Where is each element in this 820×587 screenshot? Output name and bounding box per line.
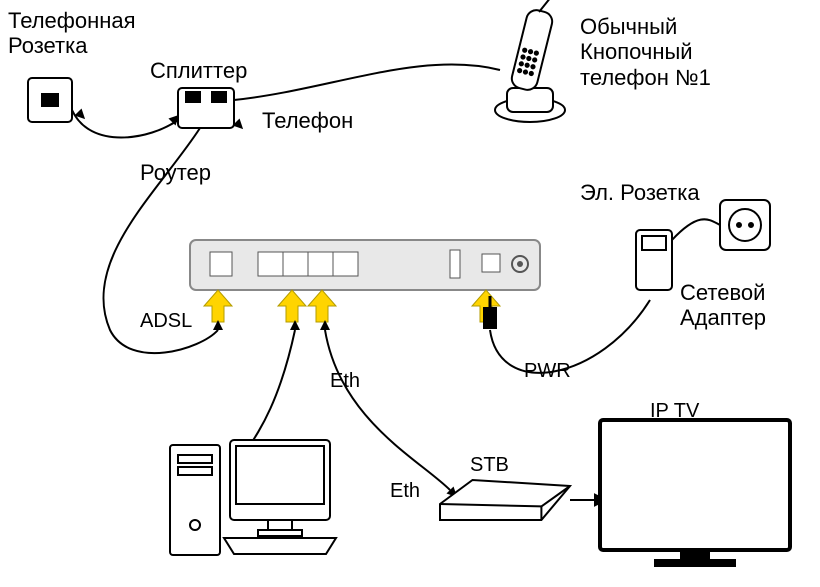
label-iptv: IP TV: [650, 400, 699, 423]
router-port-usb: [450, 250, 460, 278]
label-eth2: Eth: [390, 480, 420, 503]
cable-splitter_to_phone: [234, 64, 500, 100]
label-splitter: Сплиттер: [150, 58, 247, 83]
label-eth1: Eth: [330, 370, 360, 393]
router-device: [190, 240, 540, 290]
label-el_socket: Эл. Розетка: [580, 180, 700, 205]
power-plug: [484, 308, 496, 328]
arrow-into-router-1: [278, 290, 306, 322]
cable-router_eth_to_pc: [248, 330, 295, 448]
label-std_phone: Обычный Кнопочный телефон №1: [580, 14, 711, 90]
connector-arrow-0: [74, 108, 88, 122]
cable-adapter_to_outlet: [672, 219, 720, 240]
label-pwr: PWR: [524, 360, 571, 383]
label-telefon: Телефон: [262, 108, 353, 133]
label-net_adapter: Сетевой Адаптер: [680, 280, 766, 331]
pc-keyboard: [224, 538, 336, 554]
router-port-adsl: [210, 252, 232, 276]
label-router: Роутер: [140, 160, 211, 185]
label-stb: STB: [470, 454, 509, 477]
router-button: [482, 254, 500, 272]
cable-router_eth_to_stb: [325, 330, 450, 490]
label-phone_socket: Телефонная Розетка: [8, 8, 136, 59]
cordless-phone: [495, 0, 565, 122]
cable-socket_to_splitter: [72, 110, 178, 138]
label-adsl: ADSL: [140, 310, 192, 333]
arrow-into-router-2: [308, 290, 336, 322]
arrow-into-router-0: [204, 290, 232, 322]
stb-device: [440, 480, 570, 520]
tv-device: [600, 420, 790, 550]
